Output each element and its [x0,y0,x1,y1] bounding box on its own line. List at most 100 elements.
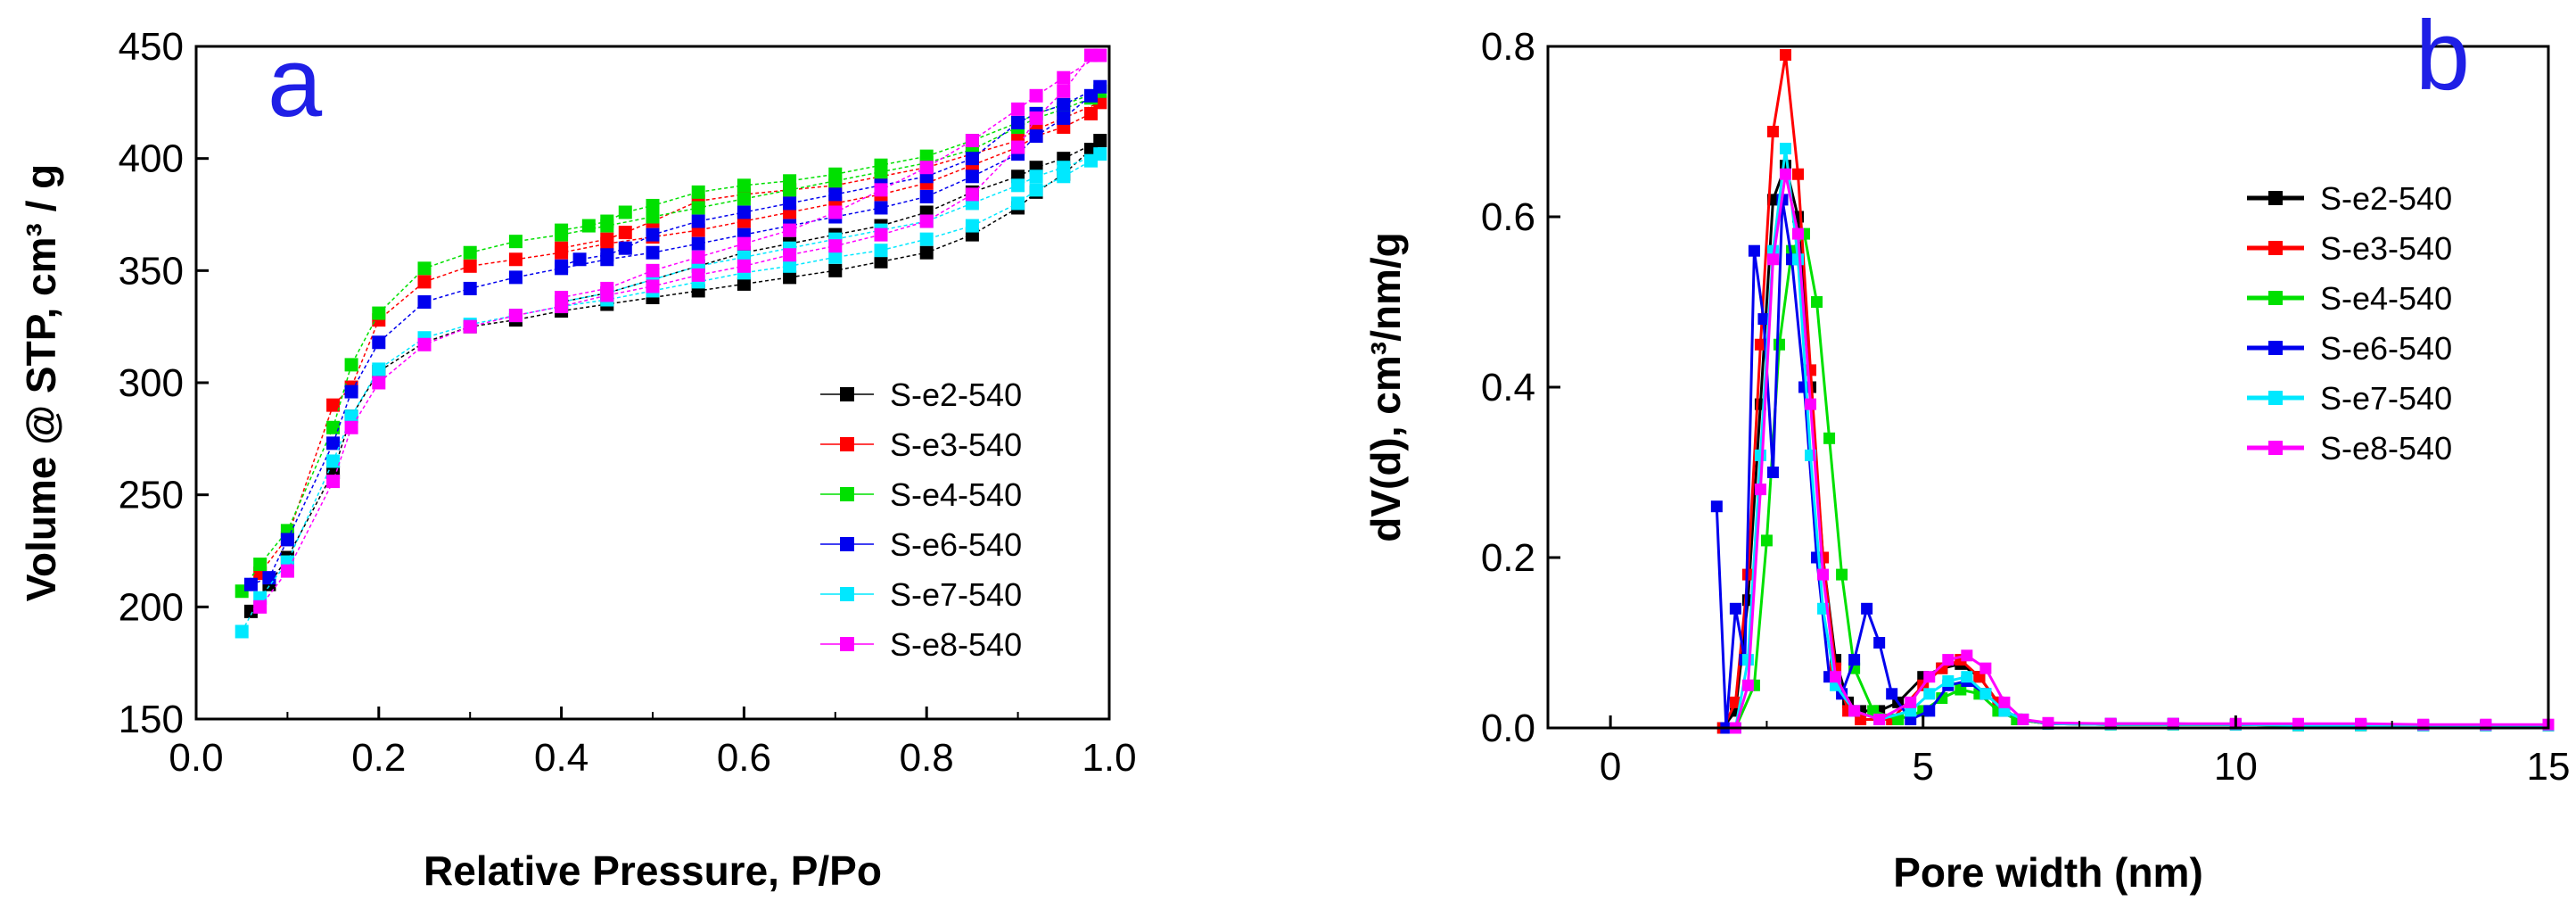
x-tick-label: 0.0 [169,736,223,780]
data-point [691,268,705,282]
legend-marker [2268,191,2283,205]
panel-b-ticks: 0 5 10 15 0.0 0.2 0.4 0.6 0.8 [1481,25,2571,789]
data-point [2042,716,2054,729]
y-tick-label: 350 [119,249,184,293]
data-point [372,306,386,320]
data-point [417,275,432,289]
data-point [280,564,294,578]
data-point [919,149,934,163]
panel-b-x-axis-title: Pore width (nm) [1893,849,2203,896]
data-point [508,252,523,267]
data-point [783,270,797,285]
data-point [919,214,934,228]
x-tick-label: 0.4 [534,736,588,780]
data-point [646,210,660,224]
panel-a-x-axis-title: Relative Pressure, P/Po [424,847,882,894]
data-point [2167,717,2179,730]
data-point [1029,88,1043,103]
data-point [1942,654,1955,666]
legend-marker [840,637,854,651]
data-point [253,558,267,572]
legend-marker [840,437,854,451]
data-point [874,201,888,215]
y-tick-label: 0.4 [1481,366,1535,409]
data-point [783,248,797,262]
data-point [508,270,523,285]
data-point [874,158,888,172]
legend-label: S-e7-540 [890,576,1022,613]
data-point [372,376,386,390]
y-tick-label: 250 [119,474,184,517]
data-point [1011,140,1025,154]
data-point [919,161,934,175]
data-point [1729,602,1741,615]
data-point [646,245,660,260]
data-point [1848,705,1861,717]
legend-label: S-e7-540 [2320,380,2452,417]
data-point [965,187,979,202]
legend-label: S-e2-540 [2320,180,2452,217]
data-point [874,227,888,242]
data-point [1084,106,1099,120]
data-point [253,599,267,614]
data-point [1773,338,1785,351]
legend-marker [840,387,854,401]
data-point [874,254,888,269]
data-point [1936,692,1948,705]
data-point [235,624,249,639]
data-point [1057,70,1071,85]
data-point [1779,168,1791,180]
data-point [618,205,632,219]
data-point [1093,134,1107,148]
data-point [1836,568,1848,581]
data-point [828,187,843,202]
data-point [600,232,614,246]
data-point [965,219,979,233]
data-point [1811,296,1823,308]
data-point [783,223,797,237]
data-point [417,337,432,351]
data-point [691,214,705,228]
data-point [1886,688,1898,700]
panel-b-pore-size-chart: 0 5 10 150.00.20.40.60.8 b Pore width (nm) … [1362,1,2570,896]
data-point [618,241,632,255]
data-point [828,263,843,277]
y-tick-label: 0.2 [1481,536,1535,580]
data-point [828,239,843,253]
legend-marker [2268,341,2283,355]
data-point [737,259,751,273]
data-point [1748,244,1760,257]
panel-a-ticks: 0.0 0.2 0.4 0.6 0.8 1.0 150 200 250 300 350 400 450 [119,25,1137,780]
data-point [1817,568,1830,581]
data-point [243,577,258,591]
panel-b-series [1710,49,2555,734]
data-point [1873,713,1886,725]
y-tick-label: 0.0 [1481,707,1535,750]
data-point [618,226,632,240]
data-point [646,198,660,212]
data-point [737,178,751,193]
data-point [1979,662,1992,674]
x-tick-label: 0.6 [717,736,771,780]
x-tick-label: 5 [1913,745,1934,789]
legend-label: S-e3-540 [2320,230,2452,267]
data-point [874,183,888,197]
legend-label: S-e6-540 [2320,330,2452,367]
data-point [326,420,341,434]
data-point [1057,111,1071,125]
data-point [965,134,979,148]
data-point [572,252,587,267]
data-point [344,358,358,372]
data-point [1011,115,1025,129]
panel-a-letter: a [267,28,323,137]
series-line [561,54,1101,299]
data-point [372,362,386,376]
data-point [344,384,358,399]
x-tick-label: 1.0 [1082,736,1136,780]
data-point [2017,713,2029,725]
x-tick-label: 0 [1600,745,1621,789]
data-point [919,232,934,246]
panel-b-y-axis-title: dV(d), cm³/nm/g [1362,232,1409,542]
data-point [1861,602,1873,615]
y-tick-label: 150 [119,698,184,741]
